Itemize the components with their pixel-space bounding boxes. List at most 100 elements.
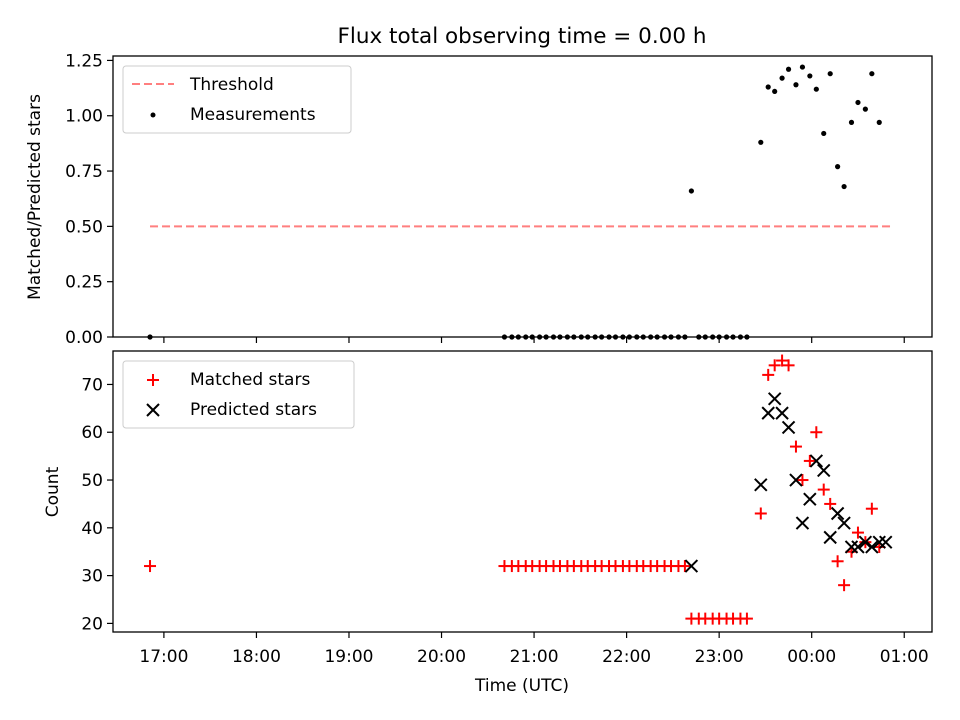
bottom-y-axis-label: Count	[43, 466, 63, 517]
measurement-point	[813, 86, 819, 92]
measurement-point	[793, 82, 799, 88]
measurement-point	[835, 164, 841, 170]
predicted-star-point	[761, 406, 775, 420]
x-tick-label: 00:00	[787, 647, 836, 667]
y-tick-label: 0.75	[65, 162, 103, 182]
measurement-point	[821, 130, 827, 137]
matched-star-point	[144, 560, 157, 573]
predicted-star-point	[684, 559, 699, 573]
predicted-star-point	[817, 463, 831, 478]
matched-star-point	[838, 579, 851, 592]
top-y-ticks: 0.00 0.25 0.50 0.75 1.00 1.25	[65, 51, 113, 348]
y-tick-label: 50	[81, 471, 103, 491]
y-tick-label: 0.50	[65, 217, 103, 237]
matched-legend-label: Matched stars	[190, 370, 310, 390]
bottom-x-ticks: 17:00 18:00 19:00 20:00 21:00 22:00 23:00 00:00…	[139, 632, 929, 667]
matched-star-point	[817, 483, 830, 496]
predicted-star-point	[795, 516, 810, 530]
matched-star-point	[768, 359, 781, 372]
predicted-star-point	[754, 478, 768, 492]
matched-star-point	[803, 454, 816, 467]
y-tick-label: 20	[81, 614, 103, 634]
y-tick-label: 1.00	[65, 107, 103, 127]
measurement-point	[827, 71, 833, 77]
predicted-star-point	[809, 454, 824, 468]
y-tick-label: 30	[81, 567, 103, 587]
predicted-star-point	[781, 420, 796, 435]
bottom-y-ticks: 20 30 40 50 60 70	[81, 375, 113, 634]
y-tick-label: 70	[81, 375, 103, 395]
matched-star-point	[789, 440, 802, 453]
predicted-star-point	[767, 392, 782, 406]
bottom-chart-frame	[112, 350, 933, 633]
matched-star-point	[831, 555, 844, 568]
top-legend: Threshold Measurements	[122, 65, 352, 134]
matched-star-point	[762, 368, 775, 381]
y-tick-label: 1.25	[65, 51, 103, 71]
predicted-star-point	[851, 540, 865, 554]
x-tick-label: 21:00	[510, 647, 559, 667]
matched-star-point	[782, 359, 795, 372]
bottom-chart-plot	[144, 354, 893, 625]
x-tick-label: 22:00	[602, 647, 651, 667]
predicted-star-point	[837, 516, 851, 530]
top-x-ticks	[163, 337, 905, 343]
measurement-point	[785, 66, 792, 72]
predicted-star-point	[844, 540, 859, 554]
top-y-axis-label: Matched/Predicted stars	[25, 94, 45, 300]
measurement-point	[765, 84, 771, 90]
predicted-legend-swatch	[146, 403, 160, 417]
matched-legend-swatch	[147, 374, 159, 386]
x-tick-label: 20:00	[417, 647, 466, 667]
predicted-star-point	[830, 506, 845, 521]
y-tick-label: 0.00	[65, 328, 103, 348]
matched-star-point	[824, 497, 837, 510]
predicted-star-point	[789, 473, 803, 487]
measurement-point	[758, 139, 764, 145]
predicted-star-point	[803, 492, 817, 506]
predicted-legend-label: Predicted stars	[190, 400, 317, 420]
y-tick-label: 40	[81, 519, 103, 539]
matched-star-point	[865, 502, 878, 515]
predicted-star-point	[823, 530, 837, 545]
matched-star-point	[851, 526, 864, 539]
top-chart-title: Flux total observing time = 0.00 h	[338, 24, 707, 49]
top-legend-box	[122, 65, 352, 134]
matched-star-point	[776, 354, 789, 367]
x-tick-label: 01:00	[880, 647, 929, 667]
measurement-point	[855, 99, 861, 106]
measurement-point	[869, 71, 875, 77]
y-tick-label: 0.25	[65, 273, 103, 293]
matched-star-point	[796, 474, 809, 487]
measurement-point	[779, 75, 785, 81]
measurement-point	[841, 183, 847, 190]
y-tick-label: 60	[81, 423, 103, 443]
measurement-point	[848, 119, 855, 125]
bottom-legend-box	[122, 360, 355, 429]
matched-star-point	[810, 426, 823, 439]
measurement-point	[876, 119, 882, 125]
top-chart-frame	[112, 55, 933, 338]
predicted-star-point	[872, 535, 886, 549]
x-tick-label: 19:00	[324, 647, 373, 667]
predicted-star-point	[865, 540, 879, 554]
bottom-legend: Matched stars Predicted stars	[122, 360, 355, 429]
matched-star-point	[678, 560, 691, 573]
measurements-legend-label: Measurements	[190, 105, 316, 125]
measurements-legend-swatch	[150, 112, 156, 118]
measurement-point	[807, 73, 813, 79]
measurement-point	[772, 88, 778, 95]
x-axis-label: Time (UTC)	[474, 676, 569, 696]
measurement-point	[688, 188, 694, 194]
measurement-point	[862, 106, 868, 112]
x-tick-label: 18:00	[232, 647, 281, 667]
matched-star-point	[740, 612, 753, 625]
x-tick-label: 17:00	[139, 647, 188, 667]
predicted-star-point	[858, 535, 873, 549]
predicted-star-point	[775, 406, 789, 420]
x-tick-label: 23:00	[695, 647, 744, 667]
matched-star-point	[754, 507, 767, 520]
threshold-legend-label: Threshold	[189, 75, 274, 95]
measurement-point	[799, 64, 806, 70]
